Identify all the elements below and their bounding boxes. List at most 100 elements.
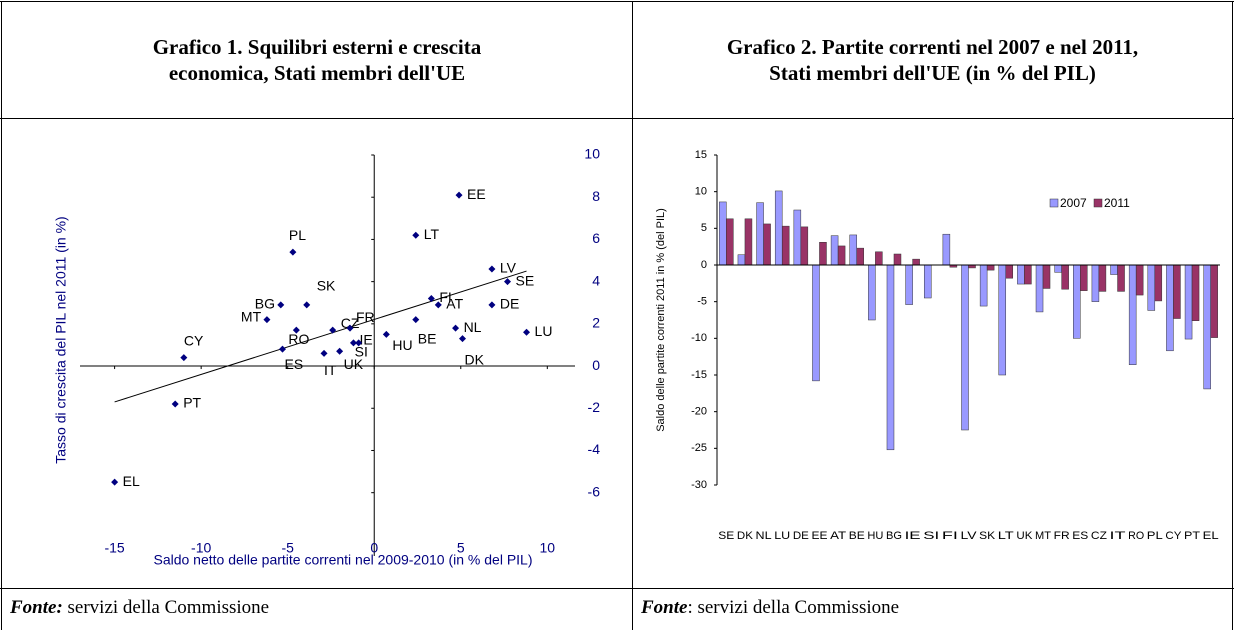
bar [763,223,771,266]
point [303,301,311,309]
x-tick-label: EE [811,530,827,542]
point-label: HU [392,337,412,353]
bar [1191,264,1200,321]
bar [1135,264,1144,296]
trendline [114,270,527,403]
point-label: IT [324,362,337,378]
source-label: Fonte: [10,597,63,618]
x-tick-label: BG [886,530,902,542]
bar [893,253,902,266]
y-tick-label: -30 [691,479,707,491]
table-border [0,118,1234,119]
point-label: FI [439,289,451,305]
bar [1061,264,1069,290]
y-tick-label: -5 [697,296,707,308]
x-tick-label: CY [1165,530,1182,542]
point-label: FR [356,309,375,325]
x-tick-label: EL [1203,530,1219,542]
bar [774,190,783,266]
x-axis-label: Saldo netto delle partite correnti nel 2… [153,552,532,568]
legend-swatch [1093,198,1103,208]
x-tick-label: AT [830,530,846,542]
point [111,478,119,486]
x-tick-label: CZ [1091,530,1107,542]
bar [830,235,839,266]
point-label: AT [446,296,463,312]
point-label: RO [288,331,309,347]
header: Grafico 1. Squilibri esterni e crescita … [2,2,632,118]
bar [849,234,857,266]
point [336,347,344,355]
point [504,278,511,286]
point [277,301,285,309]
bar [1073,264,1081,339]
bar [1154,264,1163,302]
x-tick-label: 5 [457,540,465,556]
point [488,301,496,309]
point-label: EL [123,473,140,489]
point-label: SE [516,272,535,288]
point-label: BE [418,330,437,346]
source: Fonte: servizi della Commissione [2,589,632,630]
source-text: : servizi della Commissione [687,597,900,618]
bar [856,247,864,266]
header-line: economica, Stati membri dell'UE [168,61,466,85]
point-label: BG [255,296,275,312]
y-tick-label: 6 [592,230,600,246]
bar [1110,264,1118,275]
x-tick-label: FI [942,530,958,542]
bar [812,264,820,382]
y-tick-label: 10 [695,186,707,198]
point [455,191,463,199]
x-tick-label: SI [923,530,939,542]
x-tick-label: IT [1110,530,1126,542]
point-label: DK [465,351,485,367]
x-tick-label: RO [1128,530,1144,542]
bar [744,218,753,266]
header-line: Stati membri dell'UE (in % del PIL) [769,61,1096,85]
bar [819,242,827,266]
bar [1166,264,1174,352]
x-tick-label: HU [867,530,883,542]
bar [923,264,932,299]
y-axis-label: Tasso di crescita del PIL nel 2011 (in %… [53,216,69,463]
bar [912,258,920,266]
point [434,301,442,309]
point-label: MT [241,308,262,324]
point [329,326,337,334]
point-label: DE [500,296,519,312]
table-border [1232,1,1233,630]
bar [986,264,995,271]
bar [1147,264,1156,311]
bar [1042,264,1051,289]
y-tick-label: 10 [584,146,600,162]
x-tick-label: MT [1035,530,1051,542]
bar [719,201,727,266]
point-label: LU [535,323,553,339]
y-tick-label: 4 [592,272,600,288]
table-border [0,1,1234,2]
x-tick-label: NL [756,530,772,542]
x-tick-label: IE [905,530,921,542]
bar [1080,264,1088,291]
y-axis-label: Saldo delle partite correnti 2011 in % (… [655,208,667,432]
bar [1128,264,1137,365]
legend-label: 2007 [1060,196,1087,210]
bar [1184,264,1193,340]
bar [942,233,951,266]
x-tick-label: -5 [281,540,294,556]
point-label: LT [424,226,440,242]
y-tick-label: 8 [592,188,600,204]
bar [1035,264,1044,313]
point [346,324,354,332]
bar [1203,264,1211,390]
point-label: EE [467,186,486,202]
point [355,339,363,347]
point-label: NL [464,319,482,335]
x-tick-label: LT [998,530,1014,542]
point [289,248,297,256]
x-tick-label: ES [1072,530,1088,542]
point [292,326,300,334]
table-border [1,1,2,630]
